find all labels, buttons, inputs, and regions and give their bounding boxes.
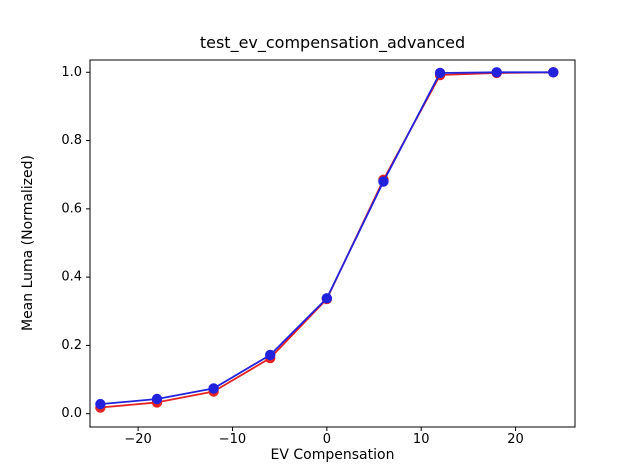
- x-tick-label: −20: [124, 432, 151, 447]
- series-marker-blue-line: [434, 67, 446, 79]
- series-marker-blue-line: [491, 67, 502, 78]
- x-tick-label: 20: [507, 432, 524, 447]
- y-tick-label: 0.4: [61, 270, 82, 285]
- chart-title: test_ev_compensation_advanced: [199, 33, 466, 52]
- series-marker-blue-line: [151, 393, 163, 405]
- y-axis-label: Mean Luma (Normalized): [20, 154, 36, 332]
- series-marker-blue-line: [208, 383, 219, 394]
- x-tick-label: −10: [219, 432, 246, 447]
- y-tick-label: 0.6: [61, 201, 82, 216]
- y-tick-label: 0.0: [61, 406, 82, 421]
- y-tick-label: 0.2: [61, 338, 82, 353]
- x-tick-label: 10: [413, 432, 430, 447]
- series-marker-blue-line: [95, 398, 106, 410]
- y-tick-label: 1.0: [61, 65, 82, 80]
- series-marker-blue-line: [321, 293, 333, 304]
- x-axis-label: EV Compensation: [270, 447, 395, 463]
- series-marker-blue-line: [378, 176, 389, 187]
- series-marker-blue-line: [265, 349, 276, 361]
- x-tick-label: 0: [323, 432, 331, 447]
- plot-area: [89, 59, 576, 428]
- y-tick-label: 0.8: [61, 133, 82, 148]
- series-marker-blue-line: [548, 67, 559, 78]
